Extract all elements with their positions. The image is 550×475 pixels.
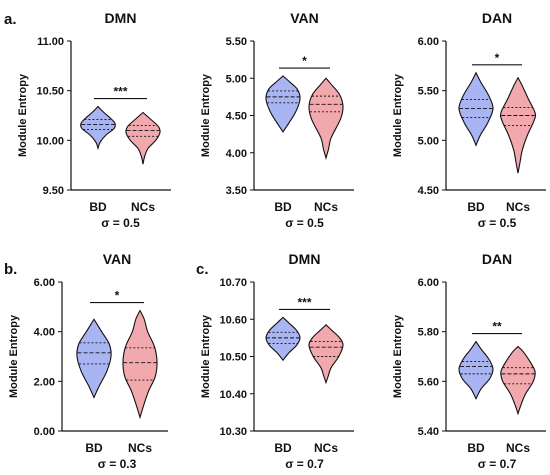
y-tick-label: 10.50 — [219, 352, 247, 364]
y-tick-label: 0.00 — [34, 426, 55, 438]
y-tick-label: 9.50 — [43, 185, 64, 197]
violin-chart-5: DMN Module Entropy 10.30 10.40 10.50 10.60 10.… — [200, 251, 354, 471]
violin-bd — [76, 318, 112, 399]
y-axis-label: Module Entropy — [17, 73, 29, 157]
x-category-label: NCs — [314, 441, 338, 455]
y-tick-label: 10.00 — [36, 135, 64, 147]
sigma-label: σ = 0.5 — [285, 216, 324, 230]
significance-marker: * — [495, 51, 500, 65]
y-tick-label: 6.00 — [418, 277, 439, 289]
violin-ncs — [308, 324, 344, 385]
y-tick-label: 10.30 — [219, 426, 247, 438]
sigma-label: σ = 0.7 — [285, 457, 324, 471]
y-axis-label: Module Entropy — [392, 73, 404, 157]
x-category-label: NCs — [131, 200, 155, 214]
y-tick-label: 5.50 — [226, 36, 247, 48]
y-tick-label: 10.60 — [219, 314, 247, 326]
violin-ncs — [122, 309, 158, 420]
x-category-label: BD — [274, 441, 292, 455]
x-category-label: NCs — [506, 441, 530, 455]
violin-ncs — [308, 77, 344, 160]
significance-marker: *** — [113, 85, 127, 99]
x-category-label: BD — [467, 441, 485, 455]
y-tick-label: 5.80 — [418, 327, 439, 339]
y-tick-label: 10.70 — [219, 277, 247, 289]
sigma-label: σ = 0.5 — [478, 216, 517, 230]
x-category-label: BD — [85, 441, 103, 455]
y-tick-label: 11.00 — [37, 36, 64, 48]
chart-title: DAN — [482, 10, 512, 26]
sigma-label: σ = 0.5 — [101, 216, 140, 230]
violin-chart-6: DAN Module Entropy 5.40 5.60 5.80 6.00 BD NCs **… — [392, 251, 546, 471]
y-tick-label: 6.00 — [34, 277, 55, 289]
significance-marker: * — [115, 289, 120, 303]
violin-bd — [265, 75, 301, 133]
violin-ncs — [500, 345, 536, 416]
significance-marker: *** — [297, 295, 311, 309]
sigma-label: σ = 0.7 — [478, 457, 517, 471]
y-tick-label: 2.00 — [34, 376, 55, 388]
y-tick-label: 10.50 — [36, 86, 64, 98]
chart-title: VAN — [290, 10, 319, 26]
violin-bd — [458, 71, 494, 147]
significance-marker: * — [302, 54, 307, 68]
y-axis-label: Module Entropy — [392, 314, 404, 398]
violin-bd — [458, 340, 494, 400]
x-category-label: BD — [467, 200, 485, 214]
panel-letter-c: c. — [196, 261, 209, 278]
y-axis-label: Module Entropy — [8, 314, 20, 398]
violin-bd — [80, 105, 116, 150]
violin-chart-3: DAN Module Entropy 4.50 5.00 5.50 6.00 BD NCs * σ… — [392, 10, 546, 230]
y-tick-label: 6.00 — [418, 36, 439, 48]
y-tick-label: 5.00 — [418, 135, 439, 147]
x-category-label: NCs — [314, 200, 338, 214]
y-tick-label: 4.00 — [34, 327, 55, 339]
x-category-label: NCs — [506, 200, 530, 214]
chart-title: VAN — [103, 251, 132, 267]
y-tick-label: 4.50 — [418, 185, 439, 197]
violin-chart-2: VAN Module Entropy 3.50 4.00 4.50 5.00 5.50 BD N… — [200, 10, 354, 230]
y-tick-label: 4.50 — [226, 111, 247, 123]
y-axis-label: Module Entropy — [200, 314, 212, 398]
sigma-label: σ = 0.3 — [98, 457, 137, 471]
violin-ncs — [125, 111, 161, 165]
x-category-label: BD — [89, 200, 107, 214]
chart-title: DAN — [482, 251, 512, 267]
significance-marker: ** — [492, 320, 502, 334]
violin-chart-1: DMN Module Entropy 9.50 10.00 10.50 11.00 BD NC… — [17, 10, 171, 230]
y-tick-label: 3.50 — [226, 185, 247, 197]
chart-panels: DMN Module Entropy 9.50 10.00 10.50 11.00 BD NC… — [8, 10, 546, 471]
x-category-label: BD — [274, 200, 292, 214]
panel-letter-b: b. — [4, 261, 17, 278]
x-category-label: NCs — [128, 441, 152, 455]
panel-letter-a: a. — [4, 11, 17, 28]
violin-chart-4: VAN Module Entropy 0.00 2.00 4.00 6.00 BD NCs * σ… — [8, 251, 168, 471]
chart-title: DMN — [289, 251, 321, 267]
y-tick-label: 5.60 — [418, 376, 439, 388]
y-tick-label: 5.40 — [418, 426, 439, 438]
y-tick-label: 10.40 — [219, 389, 247, 401]
y-axis-label: Module Entropy — [200, 73, 212, 157]
y-tick-label: 4.00 — [226, 148, 247, 160]
chart-title: DMN — [105, 10, 137, 26]
y-tick-label: 5.00 — [226, 73, 247, 85]
violin-bd — [265, 316, 301, 362]
y-tick-label: 5.50 — [418, 86, 439, 98]
